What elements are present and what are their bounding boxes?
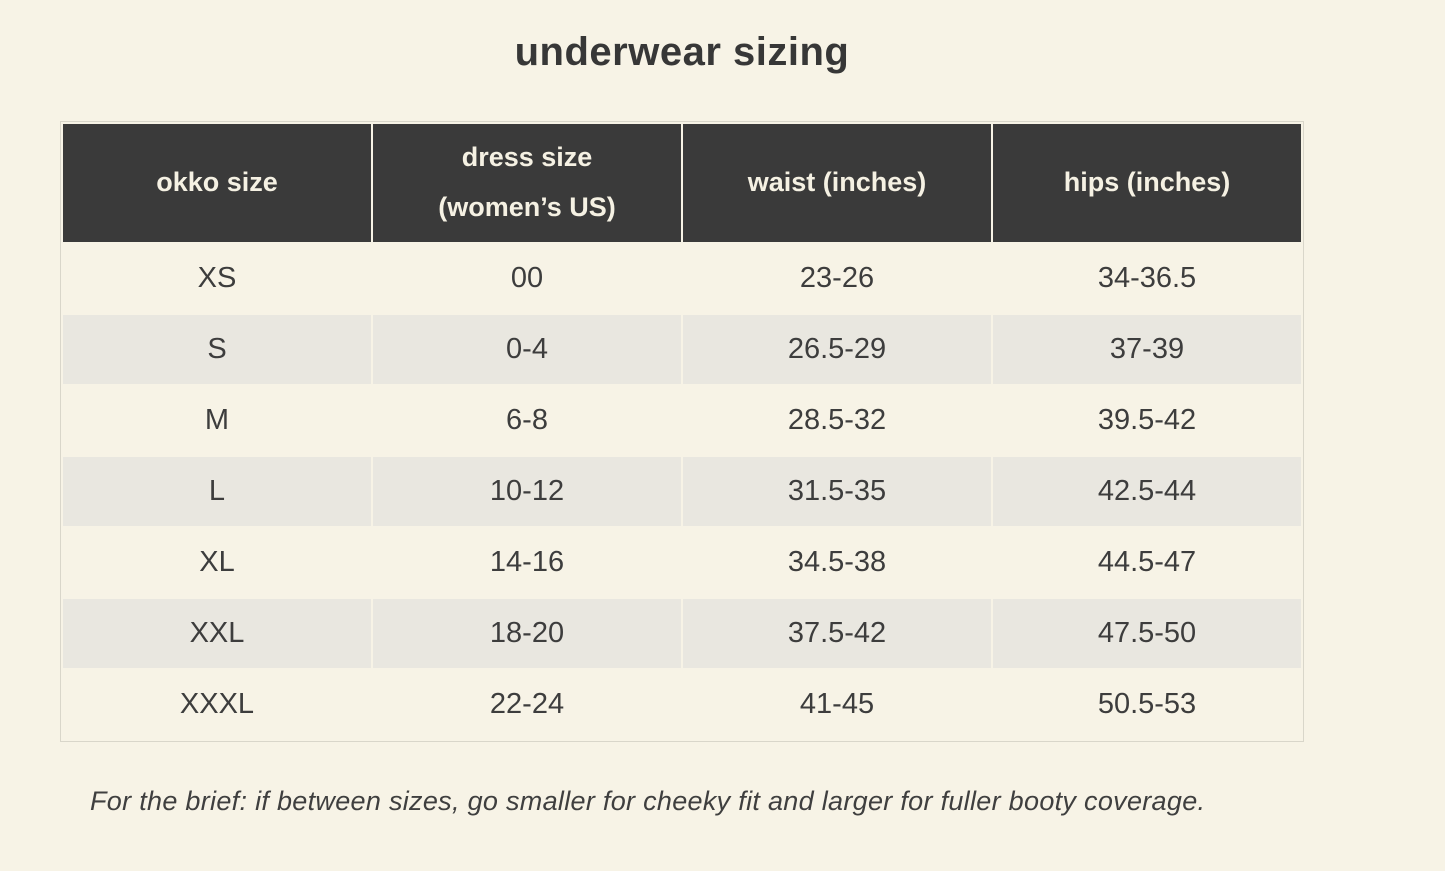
cell-waist: 26.5-29 (681, 313, 993, 386)
cell-hips: 50.5-53 (991, 668, 1303, 741)
table-row-l: L 10-12 31.5-35 42.5-44 (61, 455, 1303, 528)
sizing-table-grid: okko size dress size (women’s US) waist … (61, 122, 1303, 741)
header-okko-size: okko size (61, 122, 373, 244)
cell-dress-size: 6-8 (371, 384, 683, 457)
cell-dress-size: 0-4 (371, 313, 683, 386)
cell-okko-size: XS (61, 242, 373, 315)
header-row: okko size dress size (women’s US) waist … (61, 122, 1303, 244)
table-row-s: S 0-4 26.5-29 37-39 (61, 313, 1303, 386)
cell-dress-size: 18-20 (371, 597, 683, 670)
cell-okko-size: S (61, 313, 373, 386)
cell-hips: 42.5-44 (991, 455, 1303, 528)
cell-okko-size: XL (61, 526, 373, 599)
cell-waist: 37.5-42 (681, 597, 993, 670)
cell-waist: 23-26 (681, 242, 993, 315)
table-row-xs: XS 00 23-26 34-36.5 (61, 242, 1303, 315)
header-dress-size: dress size (women’s US) (371, 122, 683, 244)
cell-hips: 47.5-50 (991, 597, 1303, 670)
cell-hips: 39.5-42 (991, 384, 1303, 457)
table-row-m: M 6-8 28.5-32 39.5-42 (61, 384, 1303, 457)
cell-dress-size: 22-24 (371, 668, 683, 741)
cell-waist: 34.5-38 (681, 526, 993, 599)
table-row-xxl: XXL 18-20 37.5-42 47.5-50 (61, 597, 1303, 670)
cell-okko-size: XXL (61, 597, 373, 670)
cell-okko-size: XXXL (61, 668, 373, 741)
cell-dress-size: 10-12 (371, 455, 683, 528)
cell-waist: 28.5-32 (681, 384, 993, 457)
cell-okko-size: M (61, 384, 373, 457)
header-hips: hips (inches) (991, 122, 1303, 244)
header-waist: waist (inches) (681, 122, 993, 244)
cell-waist: 41-45 (681, 668, 993, 741)
table-row-xl: XL 14-16 34.5-38 44.5-47 (61, 526, 1303, 599)
cell-dress-size: 00 (371, 242, 683, 315)
cell-waist: 31.5-35 (681, 455, 993, 528)
cell-hips: 44.5-47 (991, 526, 1303, 599)
cell-hips: 37-39 (991, 313, 1303, 386)
sizing-table: okko size dress size (women’s US) waist … (60, 121, 1304, 742)
page-title: underwear sizing (514, 30, 850, 74)
cell-hips: 34-36.5 (991, 242, 1303, 315)
table-row-xxxl: XXXL 22-24 41-45 50.5-53 (61, 668, 1303, 741)
footnote: For the brief: if between sizes, go smal… (90, 786, 1206, 816)
cell-okko-size: L (61, 455, 373, 528)
cell-dress-size: 14-16 (371, 526, 683, 599)
